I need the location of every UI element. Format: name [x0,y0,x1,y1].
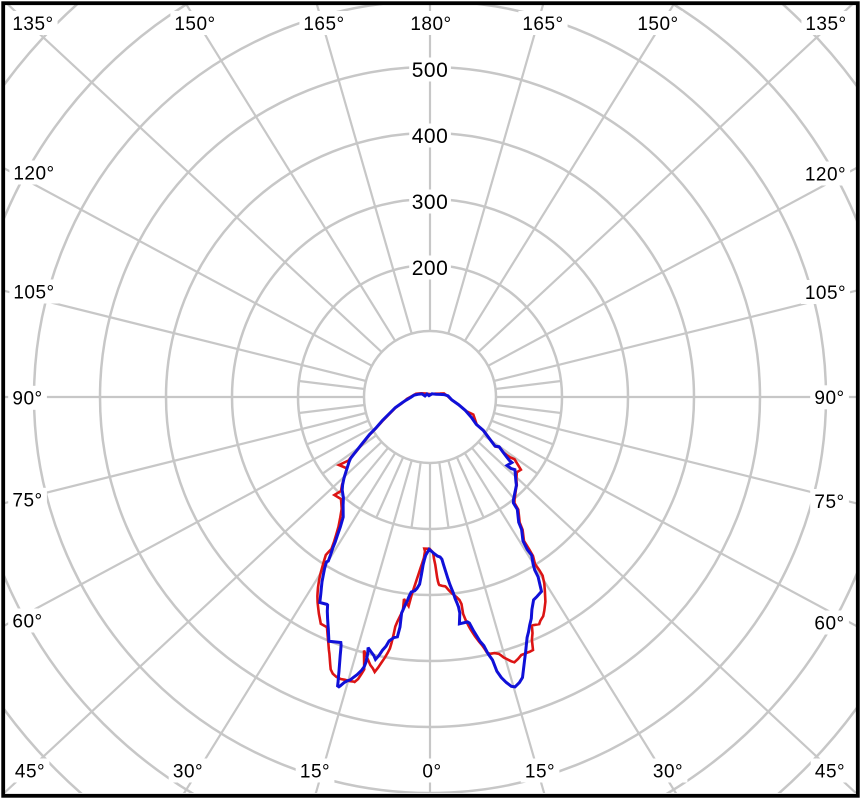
svg-text:180°: 180° [410,14,451,35]
svg-text:15°: 15° [525,761,555,782]
svg-text:75°: 75° [12,491,42,512]
svg-text:120°: 120° [805,164,846,185]
svg-text:75°: 75° [814,492,844,513]
svg-text:165°: 165° [522,14,563,35]
svg-text:15°: 15° [300,761,330,782]
svg-text:90°: 90° [12,389,42,410]
svg-text:165°: 165° [303,14,344,35]
svg-text:45°: 45° [815,761,845,782]
svg-text:135°: 135° [12,14,53,35]
svg-text:120°: 120° [13,163,54,184]
svg-text:105°: 105° [13,282,54,303]
svg-text:0°: 0° [422,761,441,782]
svg-text:200: 200 [412,257,449,280]
svg-text:150°: 150° [174,14,215,35]
svg-text:150°: 150° [637,14,678,35]
svg-text:30°: 30° [173,761,203,782]
svg-text:90°: 90° [814,388,844,409]
svg-text:500: 500 [412,59,449,82]
svg-text:45°: 45° [15,761,45,782]
svg-text:400: 400 [412,125,449,148]
svg-text:300: 300 [412,191,449,214]
svg-text:60°: 60° [12,611,42,632]
svg-text:60°: 60° [814,613,844,634]
svg-text:135°: 135° [805,14,846,35]
svg-text:105°: 105° [805,283,846,304]
svg-text:30°: 30° [653,761,683,782]
